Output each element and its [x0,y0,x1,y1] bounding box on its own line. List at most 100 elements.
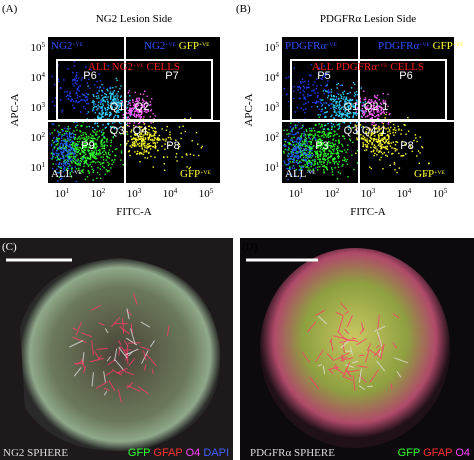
fiber [121,369,135,376]
event-dot [328,150,330,152]
event-dot [319,126,322,128]
event-dot [306,155,309,158]
event-dot [342,113,344,115]
event-dot [292,126,295,129]
event-dot [120,95,122,97]
event-dot [74,145,76,148]
event-dot [97,115,99,117]
event-dot [297,132,299,134]
event-dot [154,115,156,117]
event-dot [142,93,145,96]
x-axis-label: FITC-A [116,206,152,218]
event-dot [114,148,117,151]
event-dot [177,148,180,150]
event-dot [350,102,352,104]
event-dot [287,178,289,181]
event-dot [159,139,161,141]
event-dot [345,98,347,101]
tick-label: 103 [127,187,142,200]
event-dot [395,141,397,143]
event-dot [127,116,129,118]
event-dot [96,92,98,94]
event-dot [77,162,80,164]
event-dot [344,111,346,113]
event-dot [348,107,350,110]
event-dot [344,101,346,103]
event-dot [95,143,98,146]
event-dot [115,112,118,114]
fiber [108,379,116,392]
event-dot [85,92,88,95]
event-dot [296,152,298,155]
event-dot [87,170,90,172]
event-dot [121,100,123,102]
event-dot [149,133,151,136]
event-dot [93,151,95,154]
event-dot [84,152,86,154]
event-dot [89,87,91,89]
event-dot [50,157,52,160]
event-dot [63,138,65,140]
event-dot [333,152,335,155]
event-dot [316,153,318,155]
event-dot [415,137,417,139]
event-dot [362,145,364,148]
event-dot [322,142,324,144]
event-dot [104,173,106,176]
event-dot [303,152,305,155]
event-dot [138,142,141,144]
event-dot [128,111,131,113]
event-dot [109,93,111,95]
event-dot [134,104,136,106]
event-dot [146,105,148,107]
event-dot [331,125,333,127]
gate-label: ALL NG2+VE​ CELLS [88,61,180,73]
event-dot [58,152,60,155]
event-dot [73,142,75,144]
event-dot [301,126,303,129]
event-dot [100,156,102,158]
event-dot [101,106,103,108]
event-dot [61,111,63,113]
event-dot [144,128,146,130]
event-dot [382,146,385,148]
event-dot [291,167,293,169]
event-dot [374,124,376,126]
event-dot [298,143,300,146]
event-dot [100,113,102,116]
event-dot [353,104,355,107]
event-dot [405,153,407,155]
fiber [335,311,344,317]
event-dot [72,83,74,85]
event-dot [155,146,157,148]
event-dot [365,107,367,110]
event-dot [129,111,132,113]
event-dot [141,140,143,142]
event-dot [319,166,321,168]
event-dot [87,103,90,105]
event-dot [368,99,370,101]
quadrant-label: GFP+VE​ [414,168,445,180]
event-dot [327,161,329,163]
event-dot [79,160,81,162]
event-dot [304,133,307,136]
event-dot [81,93,84,95]
event-dot [324,155,326,157]
event-dot [396,141,399,143]
event-dot [330,155,332,158]
tick-label: 104 [163,187,178,200]
event-dot [298,147,300,149]
event-dot [284,162,286,164]
label-sup: +VE [453,42,464,48]
event-dot [421,146,423,148]
event-dot [92,144,95,146]
event-dot [103,167,105,169]
event-dot [146,134,149,136]
event-dot [325,116,327,118]
event-dot [307,101,310,103]
event-dot [137,122,140,125]
event-dot [67,128,70,130]
event-dot [293,156,295,158]
event-dot [369,140,372,142]
event-dot [328,142,330,144]
